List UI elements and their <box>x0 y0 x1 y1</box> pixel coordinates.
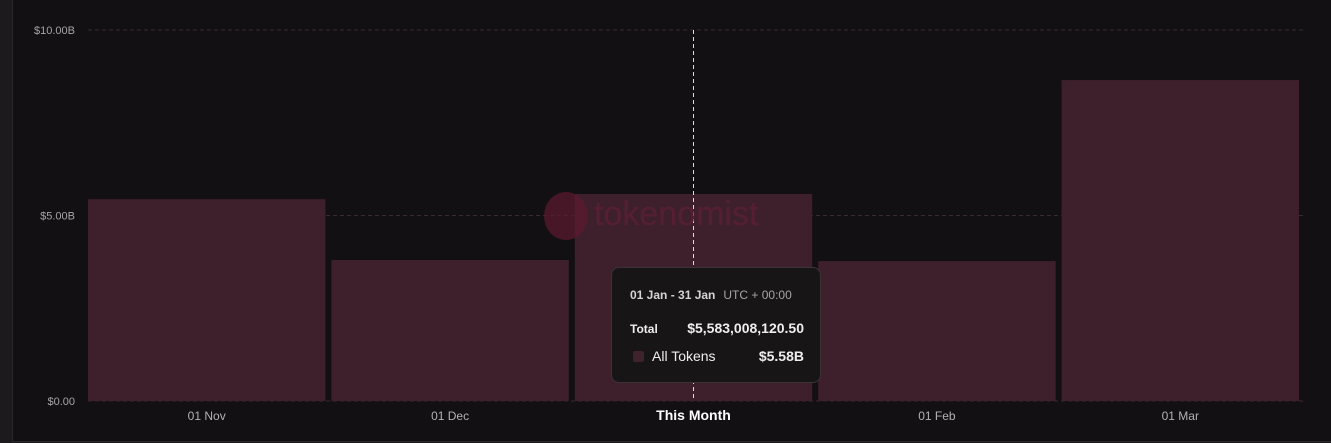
tooltip-total-value: $5,583,008,120.50 <box>687 320 804 336</box>
y-tick-label: $5.00B <box>40 211 75 223</box>
y-tick-label: $0.00 <box>47 396 75 408</box>
tokenomist-logo-icon <box>544 192 588 240</box>
bar <box>1061 80 1299 402</box>
watermark-text: tokenomist <box>594 194 759 233</box>
bar <box>331 260 569 401</box>
tooltip-range: 01 Jan - 31 Jan <box>630 288 716 302</box>
series-swatch <box>633 351 644 362</box>
tooltip-series-value: $5.58B <box>758 348 804 364</box>
bar <box>818 261 1056 401</box>
bar <box>88 199 326 401</box>
tooltip-total-label: Total <box>630 322 658 336</box>
x-tick-label: This Month <box>656 407 731 423</box>
x-tick-label: 01 Dec <box>431 409 469 423</box>
x-tick-label: 01 Feb <box>918 409 956 423</box>
y-tick-label: $10.00B <box>34 25 75 37</box>
tooltip-series-label: All Tokens <box>652 348 716 364</box>
tooltip: 01 Jan - 31 Jan UTC + 00:00 Total $5,583,… <box>611 267 821 383</box>
tooltip-timezone: UTC + 00:00 <box>723 288 792 302</box>
x-tick-label: 01 Mar <box>1162 409 1199 423</box>
x-tick-label: 01 Nov <box>188 409 226 423</box>
watermark: tokenomist <box>544 192 758 240</box>
